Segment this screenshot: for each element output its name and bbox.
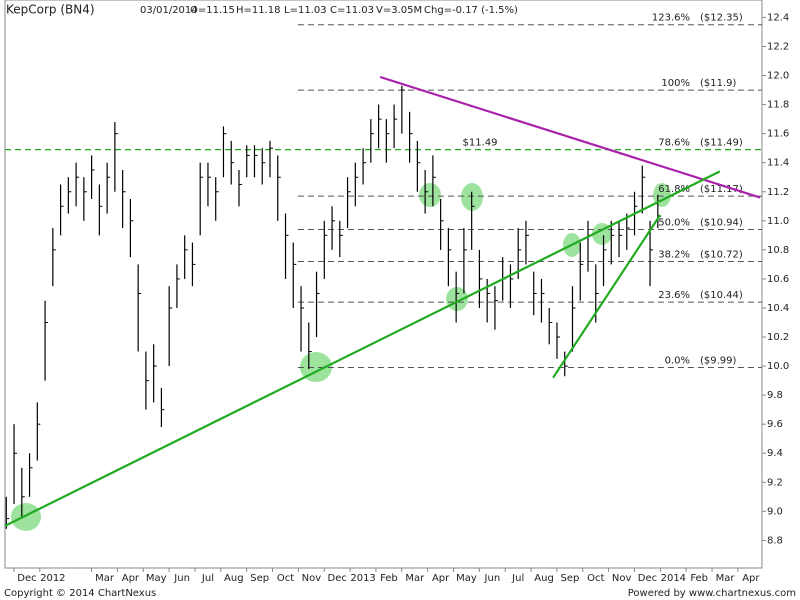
y-tick-label: 9.6 [767, 419, 783, 430]
y-tick-label: 9.0 [767, 506, 783, 517]
header-field: H=11.18 [236, 5, 281, 16]
y-tick-label: 10.6 [767, 274, 789, 285]
x-tick-label: Dec [638, 573, 657, 584]
fib-label: 38.2% [658, 249, 690, 260]
header-field: O=11.15 [190, 5, 235, 16]
y-tick-label: 9.8 [767, 390, 783, 401]
y-tick-label: 11.4 [767, 158, 789, 169]
fib-label: 123.6% [652, 13, 690, 24]
fib-label: 23.6% [658, 290, 690, 301]
fib-label: 0.0% [665, 356, 690, 367]
y-tick-label: 9.2 [767, 477, 783, 488]
x-tick-label: Aug [534, 573, 554, 584]
x-tick-label: 2013 [350, 573, 375, 584]
x-tick-label: Mar [95, 573, 115, 584]
header-field: V=3.05M [376, 5, 422, 16]
y-tick-label: 11.0 [767, 216, 789, 227]
x-tick-label: Apr [432, 573, 450, 584]
x-tick-label: Sep [250, 573, 269, 584]
fib-annotation: $11.49 [463, 138, 498, 149]
header-field: 03/01/2014 [140, 5, 198, 16]
fib-value-label: ($12.35) [700, 13, 743, 24]
x-tick-label: Apr [742, 573, 760, 584]
chart-title: KepCorp (BN4) [6, 3, 95, 17]
fib-label: 100% [661, 78, 690, 89]
y-tick-label: 10.2 [767, 332, 789, 343]
x-tick-label: Mar [405, 573, 425, 584]
x-tick-label: Oct [277, 573, 294, 584]
x-tick-label: 2012 [40, 573, 65, 584]
plot-frame [4, 0, 763, 569]
x-tick-label: Jun [484, 573, 501, 584]
highlight [419, 183, 441, 207]
y-tick-label: 10.0 [767, 361, 789, 372]
fib-label: 61.8% [658, 184, 690, 195]
fib-value-label: ($11.17) [700, 184, 743, 195]
header-field: L=11.03 [284, 5, 327, 16]
x-tick-label: Oct [587, 573, 604, 584]
fib-value-label: ($10.94) [700, 218, 743, 229]
x-tick-label: May [146, 573, 167, 584]
x-tick-label: Sep [560, 573, 579, 584]
trend-line [379, 75, 761, 199]
footer-right: Powered by www.chartnexus.com [628, 588, 796, 599]
x-tick-label: 2014 [661, 573, 686, 584]
y-tick-label: 12.4 [767, 12, 789, 23]
x-tick-label: Mar [716, 573, 736, 584]
fib-value-label: ($10.72) [700, 249, 743, 260]
highlight [11, 503, 41, 531]
footer-left: Copyright © 2014 ChartNexus [4, 588, 156, 599]
y-tick-label: 11.8 [767, 100, 789, 111]
x-tick-label: Jun [173, 573, 190, 584]
y-tick-label: 11.6 [767, 129, 789, 140]
y-tick-label: 10.4 [767, 303, 789, 314]
y-tick-label: 8.8 [767, 535, 783, 546]
x-tick-label: Feb [690, 573, 708, 584]
header-field: C=11.03 [330, 5, 374, 16]
y-tick-label: 12.2 [767, 41, 789, 52]
x-tick-label: Jul [511, 573, 524, 584]
fib-label: 78.6% [658, 138, 690, 149]
x-tick-label: Apr [122, 573, 140, 584]
fib-value-label: ($11.9) [700, 78, 737, 89]
x-tick-label: Feb [380, 573, 398, 584]
fib-value-label: ($9.99) [700, 356, 737, 367]
fib-value-label: ($11.49) [700, 138, 743, 149]
trend-line [4, 170, 721, 527]
x-tick-label: May [456, 573, 477, 584]
fib-label: 50.0% [658, 218, 690, 229]
y-tick-label: 12.0 [767, 71, 789, 82]
x-tick-label: Dec [17, 573, 36, 584]
fib-value-label: ($10.44) [700, 290, 743, 301]
y-tick-label: 11.2 [767, 187, 789, 198]
y-tick-label: 10.8 [767, 245, 789, 256]
x-tick-label: Nov [612, 573, 632, 584]
trend-line [552, 214, 662, 379]
x-tick-label: Jul [201, 573, 214, 584]
x-tick-label: Dec [328, 573, 347, 584]
header-field: Chg=-0.17 (-1.5%) [424, 5, 518, 16]
x-tick-label: Aug [224, 573, 244, 584]
y-tick-label: 9.4 [767, 448, 783, 459]
x-tick-label: Nov [302, 573, 322, 584]
